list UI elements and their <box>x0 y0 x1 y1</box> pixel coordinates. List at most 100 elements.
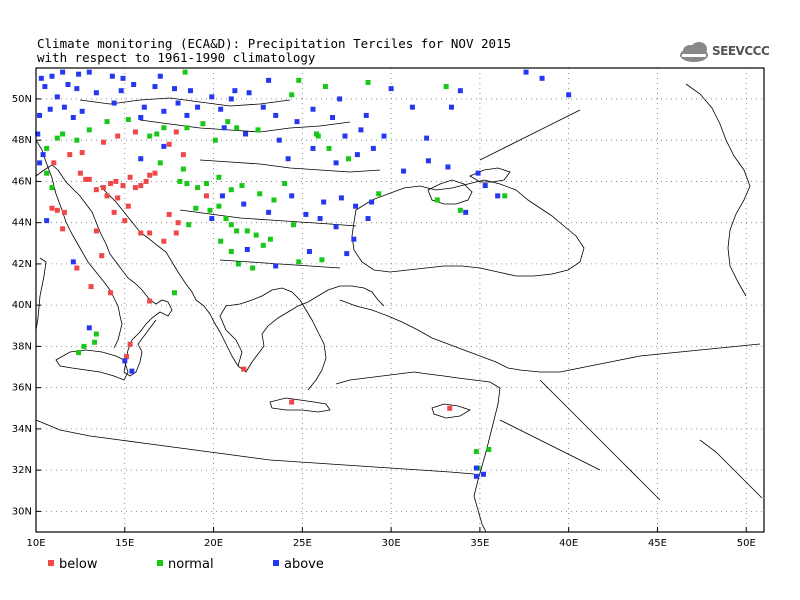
station-above <box>209 94 215 100</box>
station-above <box>358 127 364 133</box>
station-above <box>44 218 50 224</box>
station-above <box>273 112 279 118</box>
station-normal <box>49 185 55 191</box>
station-below <box>77 170 83 176</box>
station-below <box>166 211 172 217</box>
station-normal <box>296 259 302 265</box>
station-above <box>243 131 249 137</box>
station-below <box>100 185 106 191</box>
coastline-red-sea <box>473 495 487 533</box>
y-tick-label: 48N <box>12 135 32 146</box>
station-above <box>473 465 479 471</box>
station-normal <box>74 137 80 143</box>
station-above <box>266 209 272 215</box>
station-normal <box>239 183 245 189</box>
station-above <box>49 73 55 79</box>
y-tick-label: 32N <box>12 465 32 476</box>
coastline-africa-north <box>35 419 475 475</box>
station-above <box>306 249 312 255</box>
station-above <box>86 69 92 75</box>
station-above <box>353 203 359 209</box>
station-above <box>86 325 92 331</box>
station-normal <box>104 119 110 125</box>
y-tick-label: 40N <box>12 300 32 311</box>
station-below <box>289 399 295 405</box>
station-above <box>60 69 66 75</box>
y-tick-label: 42N <box>12 259 32 270</box>
station-above <box>76 71 82 77</box>
coastline-crimea <box>427 179 473 205</box>
station-below <box>100 139 106 145</box>
coastline-adriatic-italy <box>35 164 173 377</box>
x-tick-label: 30E <box>382 538 401 549</box>
station-above <box>74 86 80 92</box>
station-below <box>173 129 179 135</box>
station-normal <box>260 242 266 248</box>
station-normal <box>296 77 302 83</box>
station-normal <box>218 238 224 244</box>
station-normal <box>319 257 325 263</box>
station-above <box>37 112 43 118</box>
station-normal <box>93 331 99 337</box>
station-above <box>187 88 193 94</box>
station-below <box>447 405 453 411</box>
station-above <box>475 170 481 176</box>
x-tick-label: 35E <box>470 538 489 549</box>
coastline-balkans <box>99 185 385 373</box>
coastline-caspian <box>685 83 751 297</box>
station-below <box>152 170 158 176</box>
station-above <box>338 195 344 201</box>
station-above <box>448 104 454 110</box>
station-normal <box>76 350 82 356</box>
coastlines <box>35 83 763 533</box>
station-above <box>171 86 177 92</box>
coastline-greece-aegean <box>219 287 327 391</box>
station-above <box>363 112 369 118</box>
station-normal <box>200 121 206 127</box>
station-below <box>54 207 60 213</box>
station-above <box>161 143 167 149</box>
station-normal <box>147 133 153 139</box>
station-below <box>127 174 133 180</box>
station-below <box>120 183 126 189</box>
station-below <box>115 195 121 201</box>
station-normal <box>54 135 60 141</box>
station-normal <box>250 265 256 271</box>
station-normal <box>44 145 50 151</box>
station-normal <box>186 222 192 228</box>
station-above <box>276 137 282 143</box>
station-below <box>115 133 121 139</box>
station-normal <box>234 228 240 234</box>
station-below <box>203 193 209 199</box>
station-above <box>351 236 357 242</box>
station-above <box>539 75 545 81</box>
border-line <box>539 379 661 501</box>
coastline-sicily <box>55 349 129 381</box>
legend-swatch-above <box>273 559 279 566</box>
station-above <box>184 112 190 118</box>
y-tick-label: 50N <box>12 94 32 105</box>
station-below <box>180 152 186 158</box>
station-above <box>317 216 323 222</box>
station-normal <box>365 79 371 85</box>
station-normal <box>282 180 288 186</box>
station-normal <box>228 222 234 228</box>
station-below <box>67 152 73 158</box>
border-line <box>139 119 351 133</box>
station-normal <box>457 207 463 213</box>
station-above <box>40 152 46 158</box>
station-above <box>566 92 572 98</box>
coastline-crete <box>269 397 331 413</box>
station-above <box>161 108 167 114</box>
station-above <box>495 193 501 199</box>
station-above <box>473 473 479 479</box>
station-normal <box>177 178 183 184</box>
station-normal <box>228 249 234 255</box>
station-normal <box>182 69 188 75</box>
station-above <box>273 263 279 269</box>
station-above <box>354 152 360 158</box>
station-normal <box>216 174 222 180</box>
station-above <box>260 104 266 110</box>
station-normal <box>326 145 332 151</box>
